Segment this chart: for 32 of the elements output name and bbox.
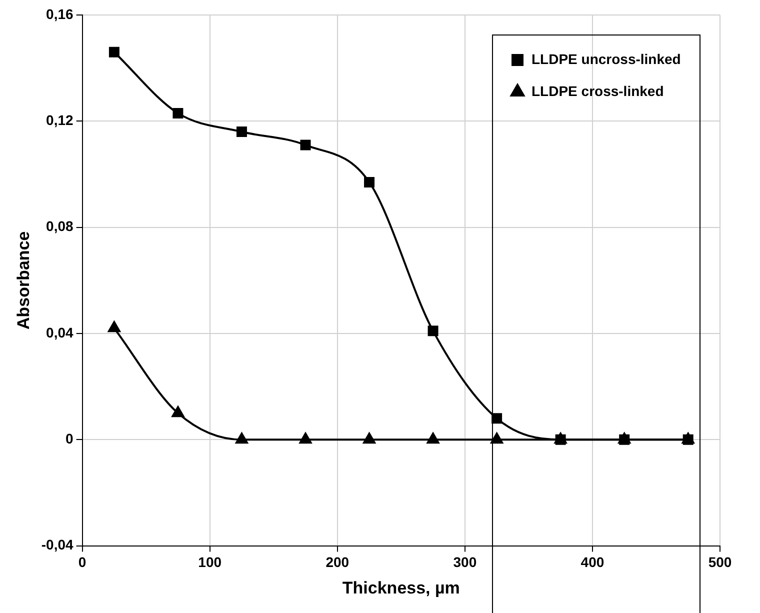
- point: [682, 434, 694, 445]
- point: [490, 432, 504, 444]
- point: [299, 432, 312, 444]
- y-tick-label: 0: [66, 430, 74, 446]
- point: [172, 406, 184, 418]
- point: [172, 108, 184, 118]
- x-tick-label: 500: [708, 554, 732, 570]
- x-tick-label: 100: [198, 554, 222, 570]
- x-tick-label: 400: [580, 554, 604, 570]
- y-axis-title: Absorbance: [14, 231, 33, 330]
- point: [108, 46, 120, 58]
- point: [364, 176, 375, 188]
- point: [236, 126, 247, 138]
- point: [492, 413, 502, 424]
- point: [236, 432, 248, 444]
- legend-label: LLDPE uncross-linked: [532, 50, 681, 67]
- y-tick-label: -0,04: [41, 536, 74, 553]
- legend-label: LLDPE cross-linked: [532, 82, 664, 99]
- point: [108, 321, 120, 332]
- x-tick-label: 200: [326, 554, 350, 570]
- y-tick-label: 0,04: [46, 324, 74, 340]
- point: [426, 432, 440, 444]
- y-tick-label: 0,12: [46, 112, 74, 128]
- point: [428, 326, 438, 336]
- point: [300, 140, 311, 150]
- point: [363, 432, 376, 444]
- x-axis-title: Thickness, µm: [342, 578, 460, 598]
- y-tick-label: 0,16: [46, 6, 74, 22]
- x-tick-label: 300: [453, 554, 477, 570]
- y-tick-label: 0,08: [46, 218, 74, 234]
- point: [555, 434, 566, 445]
- x-tick-label: 0: [78, 554, 86, 570]
